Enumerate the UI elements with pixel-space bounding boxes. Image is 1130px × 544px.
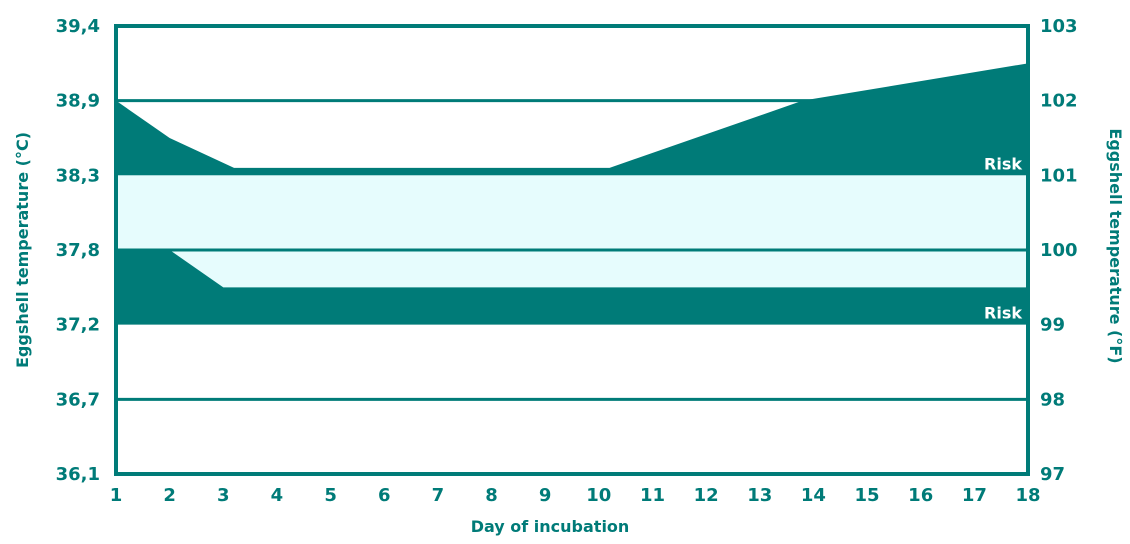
risk-label: Risk: [984, 304, 1022, 323]
y-left-tick-label: 39,4: [56, 16, 100, 37]
x-tick-label: 7: [432, 485, 445, 506]
y-right-tick-label: 100: [1040, 240, 1078, 261]
y-right-axis-title: Eggshell temperature (°F): [1106, 128, 1125, 363]
x-tick-label: 13: [747, 485, 772, 506]
y-right-tick-label: 101: [1040, 165, 1078, 186]
y-right-tick-label: 98: [1040, 389, 1065, 410]
y-right-tick-label: 102: [1040, 91, 1078, 112]
chart-bands: [116, 63, 1028, 325]
risk-label: Risk: [984, 154, 1022, 173]
x-tick-label: 4: [271, 485, 284, 506]
y-right-tick-labels: 103 102 101 100 99 98 97: [1040, 16, 1078, 485]
x-tick-label: 15: [855, 485, 880, 506]
y-right-tick-label: 103: [1040, 16, 1078, 37]
band-optimal: [116, 175, 1028, 288]
risk-labels: Risk Risk: [984, 154, 1022, 322]
y-left-tick-label: 37,8: [56, 240, 100, 261]
x-tick-label: 5: [324, 485, 337, 506]
y-left-tick-label: 38,3: [56, 165, 100, 186]
x-tick-label: 17: [962, 485, 987, 506]
x-axis-title: Day of incubation: [471, 517, 630, 536]
chart-gridlines: [116, 99, 1028, 401]
x-tick-labels: 1 2 3 4 5 6 7 8 9 10 11 12 13 14 15 16 17 18: [110, 485, 1041, 506]
y-left-axis-title: Eggshell temperature (°C): [13, 132, 32, 368]
x-tick-label: 9: [539, 485, 552, 506]
x-tick-label: 12: [694, 485, 719, 506]
x-tick-label: 6: [378, 485, 391, 506]
x-tick-label: 3: [217, 485, 230, 506]
x-tick-label: 10: [586, 485, 611, 506]
x-tick-label: 18: [1015, 485, 1040, 506]
y-right-tick-label: 99: [1040, 315, 1065, 336]
plot-frame: [114, 24, 1030, 476]
y-left-tick-label: 36,7: [56, 389, 100, 410]
y-left-tick-label: 36,1: [56, 464, 100, 485]
x-tick-label: 2: [163, 485, 176, 506]
y-left-tick-label: 38,9: [56, 91, 100, 112]
y-left-tick-labels: 39,4 38,9 38,3 37,8 37,2 36,7 36,1: [56, 16, 100, 485]
x-tick-label: 11: [640, 485, 665, 506]
x-tick-label: 8: [485, 485, 498, 506]
y-left-tick-label: 37,2: [56, 315, 100, 336]
band-upper-risk: [116, 63, 1028, 176]
y-right-tick-label: 97: [1040, 464, 1065, 485]
x-tick-label: 16: [908, 485, 933, 506]
x-tick-label: 14: [801, 485, 826, 506]
x-tick-label: 1: [110, 485, 123, 506]
band-lower-risk: [116, 250, 1028, 325]
